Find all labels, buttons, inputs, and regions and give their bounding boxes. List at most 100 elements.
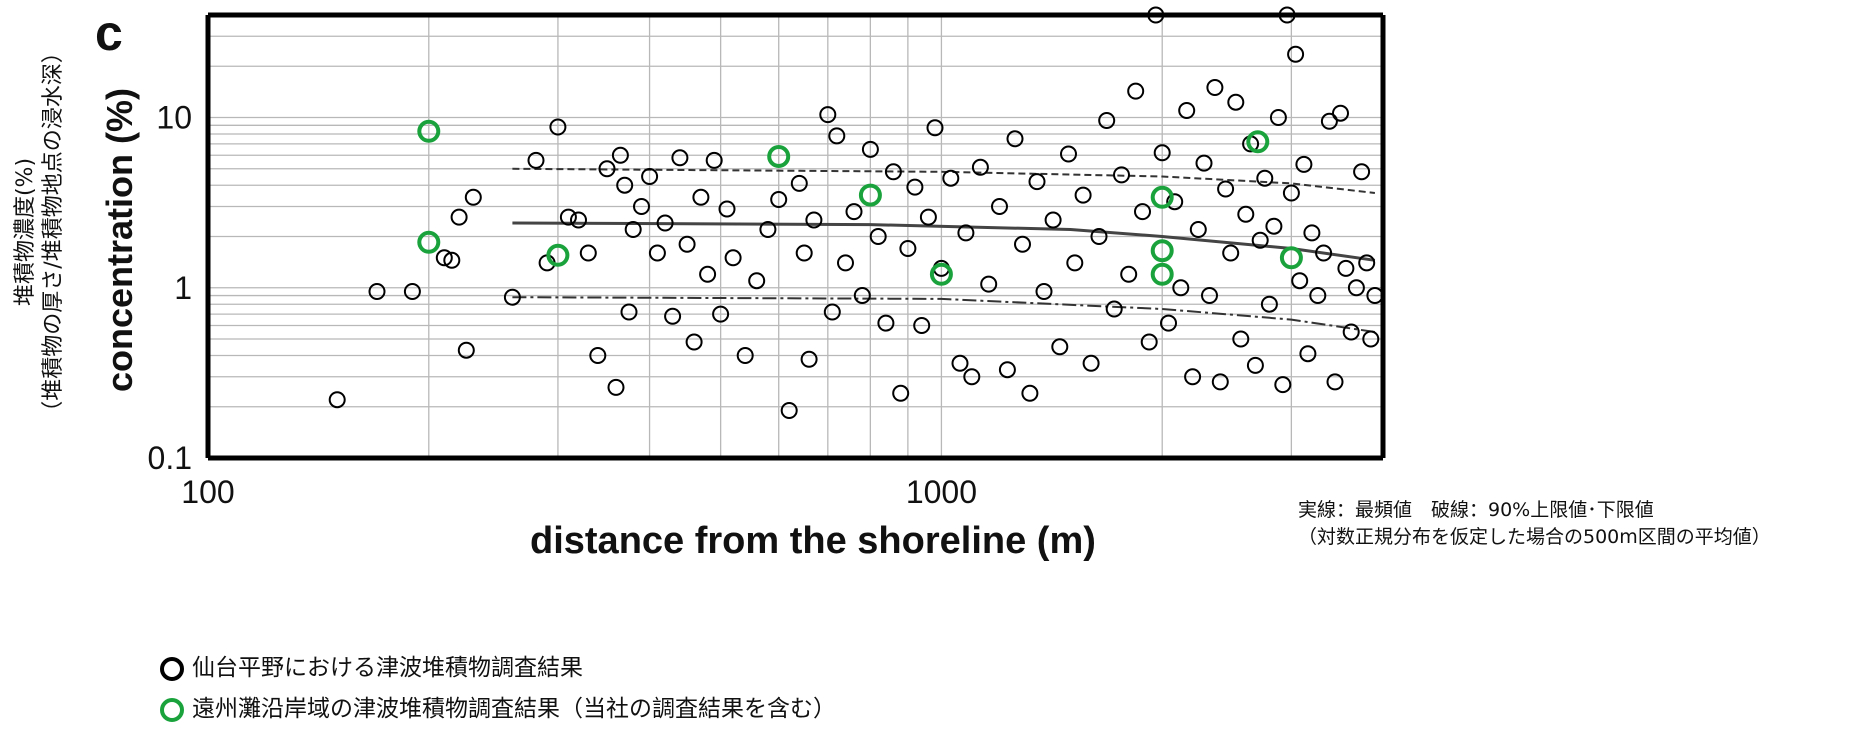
sendai-point xyxy=(1269,109,1287,126)
sendai-point xyxy=(780,402,798,419)
sendai-point xyxy=(620,303,638,321)
sendai-point xyxy=(926,119,944,137)
sendai-point xyxy=(656,214,674,232)
legend-label-sendai: 仙台平野における津波堆積物調査結果 xyxy=(192,655,583,681)
y-tick-label: 1 xyxy=(174,270,192,306)
sendai-point xyxy=(1303,224,1321,242)
sendai-point xyxy=(1206,79,1224,96)
line-note-1: 実線：最頻値 破線：90%上限値･下限値 xyxy=(1298,499,1654,521)
sendai-point xyxy=(770,191,788,208)
sendai-point xyxy=(611,146,629,164)
sendai-point xyxy=(685,333,703,351)
sendai-point xyxy=(892,384,910,402)
sendai-point xyxy=(1134,203,1151,221)
enshu-point xyxy=(1279,246,1303,270)
sendai-point xyxy=(1256,169,1274,187)
sendai-point xyxy=(1287,45,1305,63)
sendai-point xyxy=(800,350,818,368)
enshu-point xyxy=(1246,130,1270,154)
sendai-point xyxy=(1260,295,1278,313)
sendai-point xyxy=(790,174,808,192)
black-circle-icon xyxy=(160,656,184,681)
sendai-point xyxy=(457,341,475,359)
sendai-point xyxy=(899,240,917,257)
trend-line-lower-90 xyxy=(512,296,1376,333)
y-tick-label: 0.1 xyxy=(148,440,192,476)
legend-label-enshu: 遠州灘沿岸域の津波堆積物調査結果（当社の調査結果を含む） xyxy=(192,696,836,722)
sendai-point xyxy=(1021,384,1039,402)
sendai-point xyxy=(1211,373,1229,391)
sendai-point xyxy=(570,211,587,229)
sendai-point xyxy=(1315,244,1333,262)
sendai-point xyxy=(450,208,468,226)
sendai-point xyxy=(971,158,989,176)
sendai-point xyxy=(607,378,625,396)
sendai-point xyxy=(884,163,902,181)
sendai-point xyxy=(1082,354,1100,372)
sendai-point xyxy=(616,176,634,194)
sendai-point xyxy=(328,391,346,409)
legend-item-sendai: 仙台平野における津波堆積物調査結果 xyxy=(160,648,836,689)
sendai-point xyxy=(1232,330,1250,348)
sendai-point xyxy=(641,168,659,185)
enshu-point xyxy=(858,183,882,207)
sendai-point xyxy=(963,368,981,386)
sendai-point xyxy=(712,305,730,323)
sendai-point xyxy=(1217,180,1235,198)
sendai-point xyxy=(869,228,887,245)
trend-line-upper-90 xyxy=(512,167,1376,194)
sendai-point xyxy=(1189,221,1207,238)
sendai-point xyxy=(1178,102,1196,119)
sendai-point xyxy=(664,307,682,325)
sendai-point xyxy=(1282,184,1300,202)
sendai-point xyxy=(1222,244,1240,262)
sendai-point xyxy=(951,354,969,372)
sendai-point xyxy=(853,287,871,304)
scatter-chart: 100 1000 0.1 1 10 xyxy=(148,6,1386,510)
panel-label: c xyxy=(95,5,123,61)
sendai-point xyxy=(503,288,521,306)
legend-item-enshu: 遠州灘沿岸域の津波堆積物調査結果（当社の調査結果を含む） xyxy=(160,689,836,730)
sendai-point xyxy=(1098,112,1116,129)
enshu-point xyxy=(1150,239,1174,263)
sendai-point xyxy=(1265,217,1283,235)
sendai-point xyxy=(403,283,421,300)
enshu-point xyxy=(929,262,953,286)
y-tick-label: 10 xyxy=(156,100,192,136)
sendai-point xyxy=(861,140,879,158)
sendai-point xyxy=(1113,166,1130,184)
sendai-point xyxy=(1291,272,1309,290)
enshu-point xyxy=(767,145,791,168)
sendai-point xyxy=(724,249,742,267)
sendai-point xyxy=(1246,356,1264,374)
sendai-point xyxy=(1295,155,1313,173)
sendai-point xyxy=(435,249,453,267)
sendai-point xyxy=(559,208,577,226)
trend-line-mode xyxy=(512,221,1376,262)
sendai-point xyxy=(1320,112,1338,130)
sendai-point xyxy=(980,275,998,293)
legend: 仙台平野における津波堆積物調査結果 遠州灘沿岸域の津波堆積物調査結果（当社の調査… xyxy=(160,648,836,730)
sendai-point xyxy=(991,198,1008,215)
sendai-point xyxy=(828,127,846,145)
sendai-point xyxy=(1332,104,1349,122)
line-note: 実線：最頻値 破線：90%上限値･下限値 （対数正規分布を仮定した場合の500m… xyxy=(1298,497,1771,551)
sendai-point xyxy=(1153,144,1171,162)
enshu-point xyxy=(546,243,570,267)
sendai-point xyxy=(1299,345,1317,363)
sendai-point xyxy=(919,208,937,226)
sendai-point xyxy=(648,244,666,262)
sendai-point xyxy=(624,221,642,238)
sendai-point xyxy=(705,151,723,169)
enshu-point xyxy=(1150,262,1174,286)
enshu-point xyxy=(417,230,441,254)
sendai-point xyxy=(1035,283,1053,300)
sendai-point xyxy=(1201,287,1218,304)
sendai-point xyxy=(443,251,461,269)
sendai-point xyxy=(1309,287,1327,304)
enshu-point xyxy=(417,119,441,143)
sendai-point xyxy=(837,254,854,272)
sendai-point xyxy=(1160,314,1177,332)
sendai-point xyxy=(1044,211,1062,229)
sendai-point xyxy=(998,361,1016,379)
